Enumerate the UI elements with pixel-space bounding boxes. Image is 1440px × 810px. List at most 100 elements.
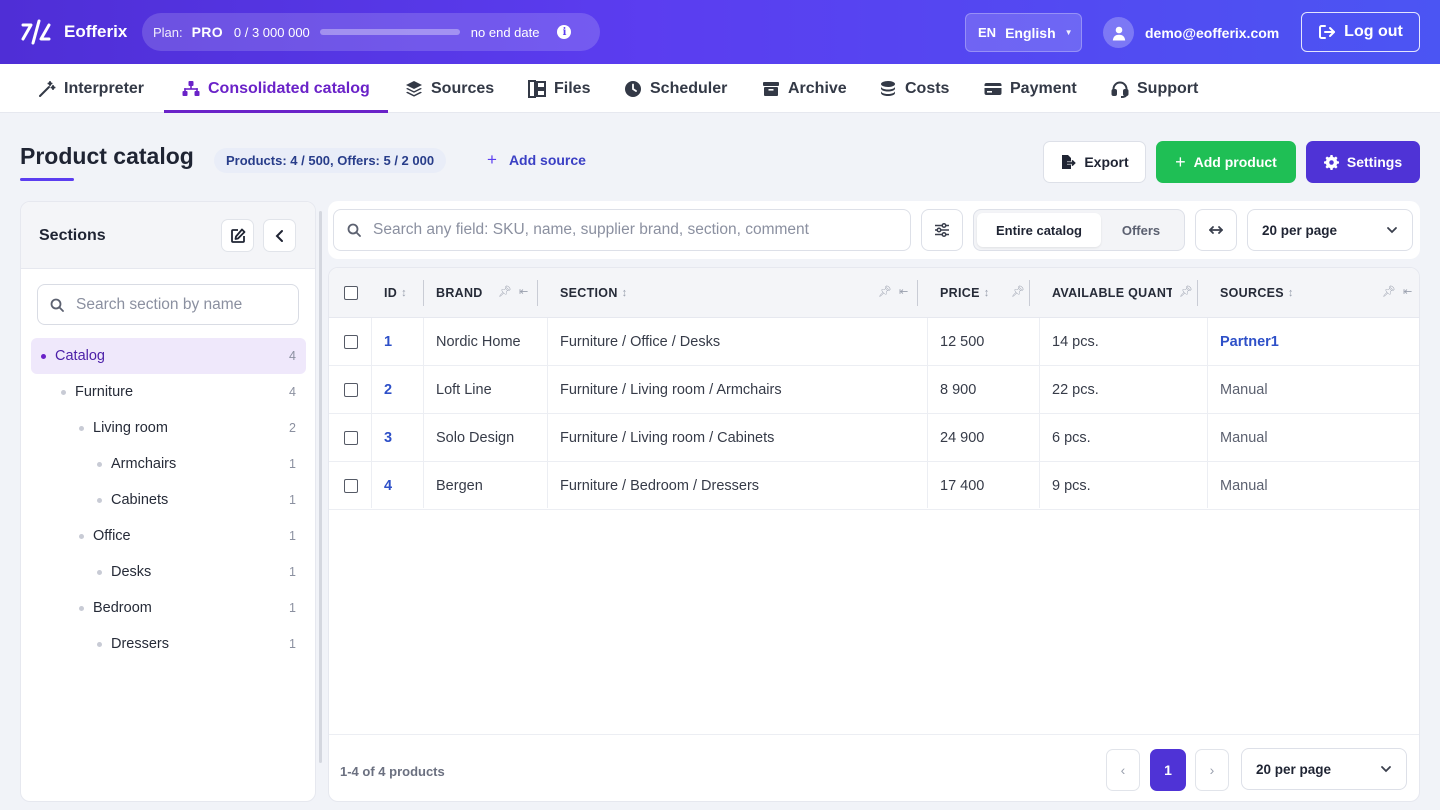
column-divider[interactable] [1197,280,1198,306]
tree-bullet [97,497,102,503]
gear-icon [1323,154,1339,170]
column-header-id[interactable]: ID ↕ [384,268,407,318]
column-header-available-quantity[interactable]: AVAILABLE QUANT [1052,268,1172,318]
checkbox[interactable] [344,286,358,300]
tree-item-cabinets[interactable]: Cabinets 1 [31,482,306,518]
sort-icon[interactable]: ↕ [1287,287,1294,299]
table-row[interactable]: 4 Bergen Furniture / Bedroom / Dressers … [329,462,1419,510]
plan-usage-bar [319,29,460,35]
source-link[interactable]: Partner1 [1220,333,1279,350]
plan-label: Plan: [153,24,183,40]
table-row[interactable]: 2 Loft Line Furniture / Living room / Ar… [329,366,1419,414]
collapse-column-icon[interactable]: ⇤ [899,286,909,298]
tree-item-office[interactable]: Office 1 [31,518,306,554]
column-header-price[interactable]: PRICE ↕ [940,268,990,318]
section-search-input[interactable]: Search section by name [37,284,299,325]
pin-icon[interactable]: 📌︎ [1011,286,1025,298]
per-page-select-top[interactable]: 20 per page [1247,209,1413,251]
tree-count: 2 [289,421,296,435]
collapse-sidebar-button[interactable] [263,219,296,252]
tab-consolidated-catalog[interactable]: Consolidated catalog [164,64,388,113]
column-divider[interactable] [1029,280,1030,306]
sidebar-header: Sections [21,202,315,269]
column-header-section[interactable]: SECTION ↕ [560,268,627,318]
headset-icon [1111,80,1129,98]
tree-item-furniture[interactable]: Furniture 4 [31,374,306,410]
column-divider[interactable] [423,280,424,306]
tab-sources[interactable]: Sources [405,64,494,113]
tab-files[interactable]: Files [528,64,590,113]
pin-icon[interactable]: 📌︎ [498,286,512,298]
plan-status: Plan: PRO 0 / 3 000 000 no end date i [142,13,600,51]
scope-offers[interactable]: Offers [1121,222,1161,238]
tree-label: Cabinets [111,492,169,508]
prev-page-button[interactable]: ‹ [1106,749,1140,791]
product-id-link[interactable]: 1 [384,333,393,350]
sort-icon[interactable]: ↕ [983,287,990,299]
settings-button[interactable]: Settings [1306,141,1420,183]
checkbox[interactable] [344,478,358,493]
tree-item-desks[interactable]: Desks 1 [31,554,306,590]
row-checkbox-cell [344,366,358,413]
filters-button[interactable] [921,209,963,251]
collapse-column-icon[interactable]: ⇤ [1403,286,1413,298]
toggle-column-width-button[interactable] [1195,209,1237,251]
tree-item-bedroom[interactable]: Bedroom 1 [31,590,306,626]
column-title: AVAILABLE QUANT [1052,286,1172,300]
add-source-link[interactable]: + Add source [487,150,586,170]
tree-item-armchairs[interactable]: Armchairs 1 [31,446,306,482]
logout-button[interactable]: Log out [1301,12,1420,52]
next-page-button[interactable]: › [1195,749,1229,791]
table-row[interactable]: 1 Nordic Home Furniture / Office / Desks… [329,318,1419,366]
tab-archive[interactable]: Archive [762,64,847,113]
logo-icon [21,19,51,45]
plan-end-date: no end date [470,24,540,40]
column-divider[interactable] [537,280,538,306]
product-id-link[interactable]: 3 [384,429,393,446]
catalog-search-input[interactable]: Search any field: SKU, name, supplier br… [333,209,911,251]
tree-label: Bedroom [93,600,152,616]
section-cell: Furniture / Living room / Armchairs [560,381,782,398]
per-page-select-bottom[interactable]: 20 per page [1241,748,1407,790]
checkbox[interactable] [344,382,358,397]
add-source-label: Add source [508,152,586,168]
checkbox[interactable] [344,430,358,445]
tree-item-catalog[interactable]: Catalog 4 [31,338,306,374]
section-cell: Furniture / Office / Desks [560,333,721,350]
column-header-brand[interactable]: BRAND [436,268,483,318]
select-all-checkbox[interactable] [344,268,358,318]
tab-costs[interactable]: Costs [879,64,949,113]
product-id-link[interactable]: 4 [384,477,393,494]
tab-interpreter[interactable]: Interpreter [38,64,144,113]
tree-item-dressers[interactable]: Dressers 1 [31,626,306,662]
pin-icon[interactable]: 📌︎ [878,286,892,298]
user-menu[interactable]: demo@eofferix.com [1103,17,1279,48]
tree-item-living-room[interactable]: Living room 2 [31,410,306,446]
tab-label: Scheduler [650,79,728,97]
export-button[interactable]: Export [1043,141,1146,183]
tab-support[interactable]: Support [1111,64,1198,113]
column-header-sources[interactable]: SOURCES ↕ [1220,268,1294,318]
plus-icon: + [487,150,497,169]
add-product-button[interactable]: + Add product [1156,141,1296,183]
sidebar-resize-handle[interactable] [319,211,322,763]
tab-payment[interactable]: Payment [984,64,1077,113]
sort-icon[interactable]: ↕ [621,287,628,299]
sort-icon[interactable]: ↕ [401,287,407,299]
tab-scheduler[interactable]: Scheduler [624,64,727,113]
edit-sections-button[interactable] [221,219,254,252]
brand-logo[interactable]: Eofferix [20,18,127,46]
collapse-column-icon[interactable]: ⇤ [519,286,529,298]
language-selector[interactable]: EN English ▼ [965,13,1082,52]
info-icon[interactable]: i [557,25,572,39]
catalog-counts-badge: Products: 4 / 500, Offers: 5 / 2 000 [214,148,447,173]
table-row[interactable]: 3 Solo Design Furniture / Living room / … [329,414,1419,462]
column-divider[interactable] [917,280,918,306]
pin-icon[interactable]: 📌︎ [1179,286,1193,298]
pin-icon[interactable]: 📌︎ [1382,286,1396,298]
search-icon [347,223,361,237]
product-id-link[interactable]: 2 [384,381,393,398]
checkbox[interactable] [344,334,358,349]
scope-entire-catalog[interactable]: Entire catalog [977,213,1101,247]
page-1-button[interactable]: 1 [1150,749,1186,791]
